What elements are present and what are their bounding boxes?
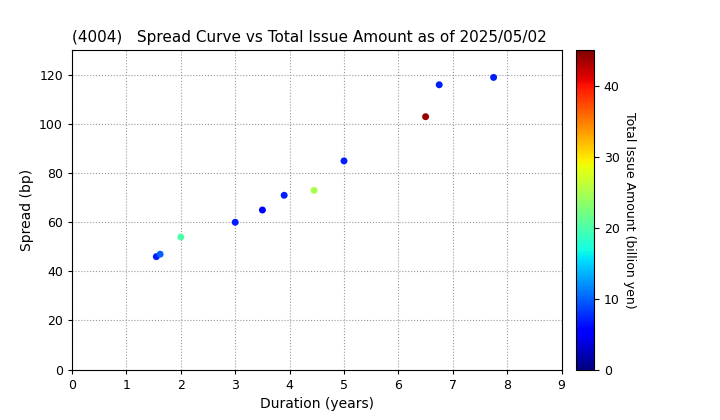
Point xyxy=(256,207,268,213)
Point xyxy=(308,187,320,194)
Text: (4004)   Spread Curve vs Total Issue Amount as of 2025/05/02: (4004) Spread Curve vs Total Issue Amoun… xyxy=(72,30,546,45)
Point xyxy=(230,219,241,226)
Point xyxy=(175,234,186,240)
Point xyxy=(338,158,350,164)
Point xyxy=(420,113,431,120)
Point xyxy=(154,251,166,257)
Y-axis label: Spread (bp): Spread (bp) xyxy=(19,169,34,251)
Point xyxy=(279,192,290,199)
Point xyxy=(488,74,500,81)
Point xyxy=(433,81,445,88)
Y-axis label: Total Issue Amount (billion yen): Total Issue Amount (billion yen) xyxy=(624,112,636,308)
X-axis label: Duration (years): Duration (years) xyxy=(260,397,374,411)
Point xyxy=(150,253,162,260)
